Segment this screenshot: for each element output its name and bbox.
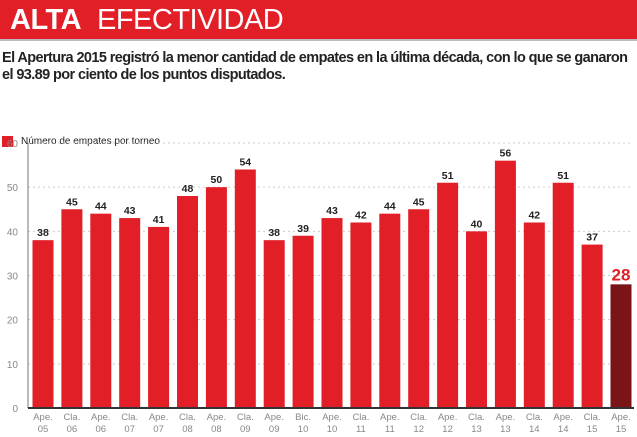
bar [119, 218, 141, 408]
x-tick-label: 15 [616, 424, 627, 435]
y-tick-label: 40 [7, 227, 19, 238]
x-tick-label: 12 [442, 424, 453, 435]
x-tick-label: Cla. [410, 412, 427, 423]
x-tick-label: 07 [153, 424, 164, 435]
x-tick-label: 10 [327, 424, 338, 435]
title-light: EFECTIVIDAD [97, 4, 284, 36]
x-tick-label: Cla. [352, 412, 369, 423]
legend: Número de empates por torneo [2, 136, 160, 147]
data-label: 44 [384, 201, 396, 213]
data-label: 42 [528, 210, 540, 222]
x-tick-label: Cla. [121, 412, 138, 423]
data-label: 42 [355, 210, 367, 222]
x-tick-label: Ape. [611, 412, 631, 423]
data-label: 41 [153, 214, 165, 226]
bar [205, 187, 227, 408]
bar [581, 244, 603, 408]
bar [32, 240, 54, 408]
x-tick-label: 09 [240, 424, 251, 435]
data-label: 51 [557, 170, 569, 182]
x-tick-label: Cla. [237, 412, 254, 423]
x-tick-label: Cla. [584, 412, 601, 423]
data-label: 40 [471, 218, 483, 230]
y-tick-label: 30 [7, 272, 19, 283]
x-tick-label: 07 [124, 424, 135, 435]
title-bold: ALTA [10, 4, 82, 36]
x-tick-label: 08 [211, 424, 222, 435]
x-tick-label: 06 [67, 424, 78, 435]
x-tick-label: Ape. [149, 412, 169, 423]
bar [61, 209, 83, 408]
data-label: 45 [66, 196, 78, 208]
data-label: 43 [326, 205, 338, 217]
data-label: 51 [442, 170, 454, 182]
data-label: 28 [612, 265, 631, 284]
x-tick-label: Bic. [295, 412, 311, 423]
x-tick-label: 08 [182, 424, 193, 435]
bar [292, 235, 314, 408]
bar [494, 160, 516, 408]
x-tick-label: 06 [96, 424, 107, 435]
data-label: 38 [37, 227, 49, 239]
x-tick-label: 05 [38, 424, 49, 435]
x-tick-label: Cla. [526, 412, 543, 423]
x-tick-label: 10 [298, 424, 309, 435]
x-tick-label: 11 [356, 424, 366, 435]
x-tick-label: Ape. [264, 412, 284, 423]
subtitle: El Apertura 2015 registró la menor canti… [2, 50, 628, 83]
x-tick-label: Ape. [207, 412, 227, 423]
x-tick-label: 13 [471, 424, 482, 435]
data-label: 44 [95, 201, 107, 213]
x-tick-label: 12 [413, 424, 424, 435]
x-tick-label: 09 [269, 424, 280, 435]
x-tick-label: Ape. [91, 412, 111, 423]
x-tick-label: Ape. [322, 412, 342, 423]
x-tick-label: Ape. [496, 412, 516, 423]
header-banner: ALTA EFECTIVIDAD [0, 0, 637, 41]
bar [321, 218, 343, 408]
y-tick-label: 20 [7, 316, 19, 327]
legend-label: Número de empates por torneo [21, 136, 160, 147]
data-label: 56 [500, 148, 512, 160]
y-tick-label: 60 [7, 139, 19, 150]
bar [408, 209, 430, 408]
bar [177, 196, 198, 408]
x-tick-label: Cla. [468, 412, 485, 423]
bar [350, 222, 372, 408]
x-tick-label: Ape. [33, 412, 53, 423]
x-tick-label: 14 [529, 424, 540, 435]
bar [437, 182, 459, 408]
data-label: 39 [297, 223, 309, 235]
data-label: 37 [586, 232, 598, 244]
y-tick-label: 10 [7, 360, 19, 371]
x-tick-label: 15 [587, 424, 598, 435]
bar [263, 240, 285, 408]
x-tick-label: 11 [385, 424, 395, 435]
x-tick-label: 13 [500, 424, 511, 435]
data-label: 54 [239, 157, 251, 169]
data-label: 45 [413, 196, 425, 208]
bar [234, 169, 256, 408]
x-tick-label: Ape. [553, 412, 573, 423]
x-tick-label: Ape. [380, 412, 400, 423]
bar [610, 284, 632, 408]
bar [552, 182, 574, 408]
x-tick-label: Cla. [63, 412, 80, 423]
x-tick-label: Cla. [179, 412, 196, 423]
legend-swatch [2, 136, 13, 147]
bar [90, 213, 112, 408]
bar [523, 222, 545, 408]
y-tick-label: 50 [7, 183, 19, 194]
bar [148, 226, 170, 408]
x-tick-label: 14 [558, 424, 569, 435]
data-label: 38 [268, 227, 280, 239]
data-label: 43 [124, 205, 136, 217]
bar [466, 231, 487, 408]
y-tick-label: 0 [12, 404, 18, 415]
data-label: 50 [211, 174, 223, 186]
data-label: 48 [182, 183, 194, 195]
x-tick-label: Ape. [438, 412, 458, 423]
bar [379, 213, 401, 408]
